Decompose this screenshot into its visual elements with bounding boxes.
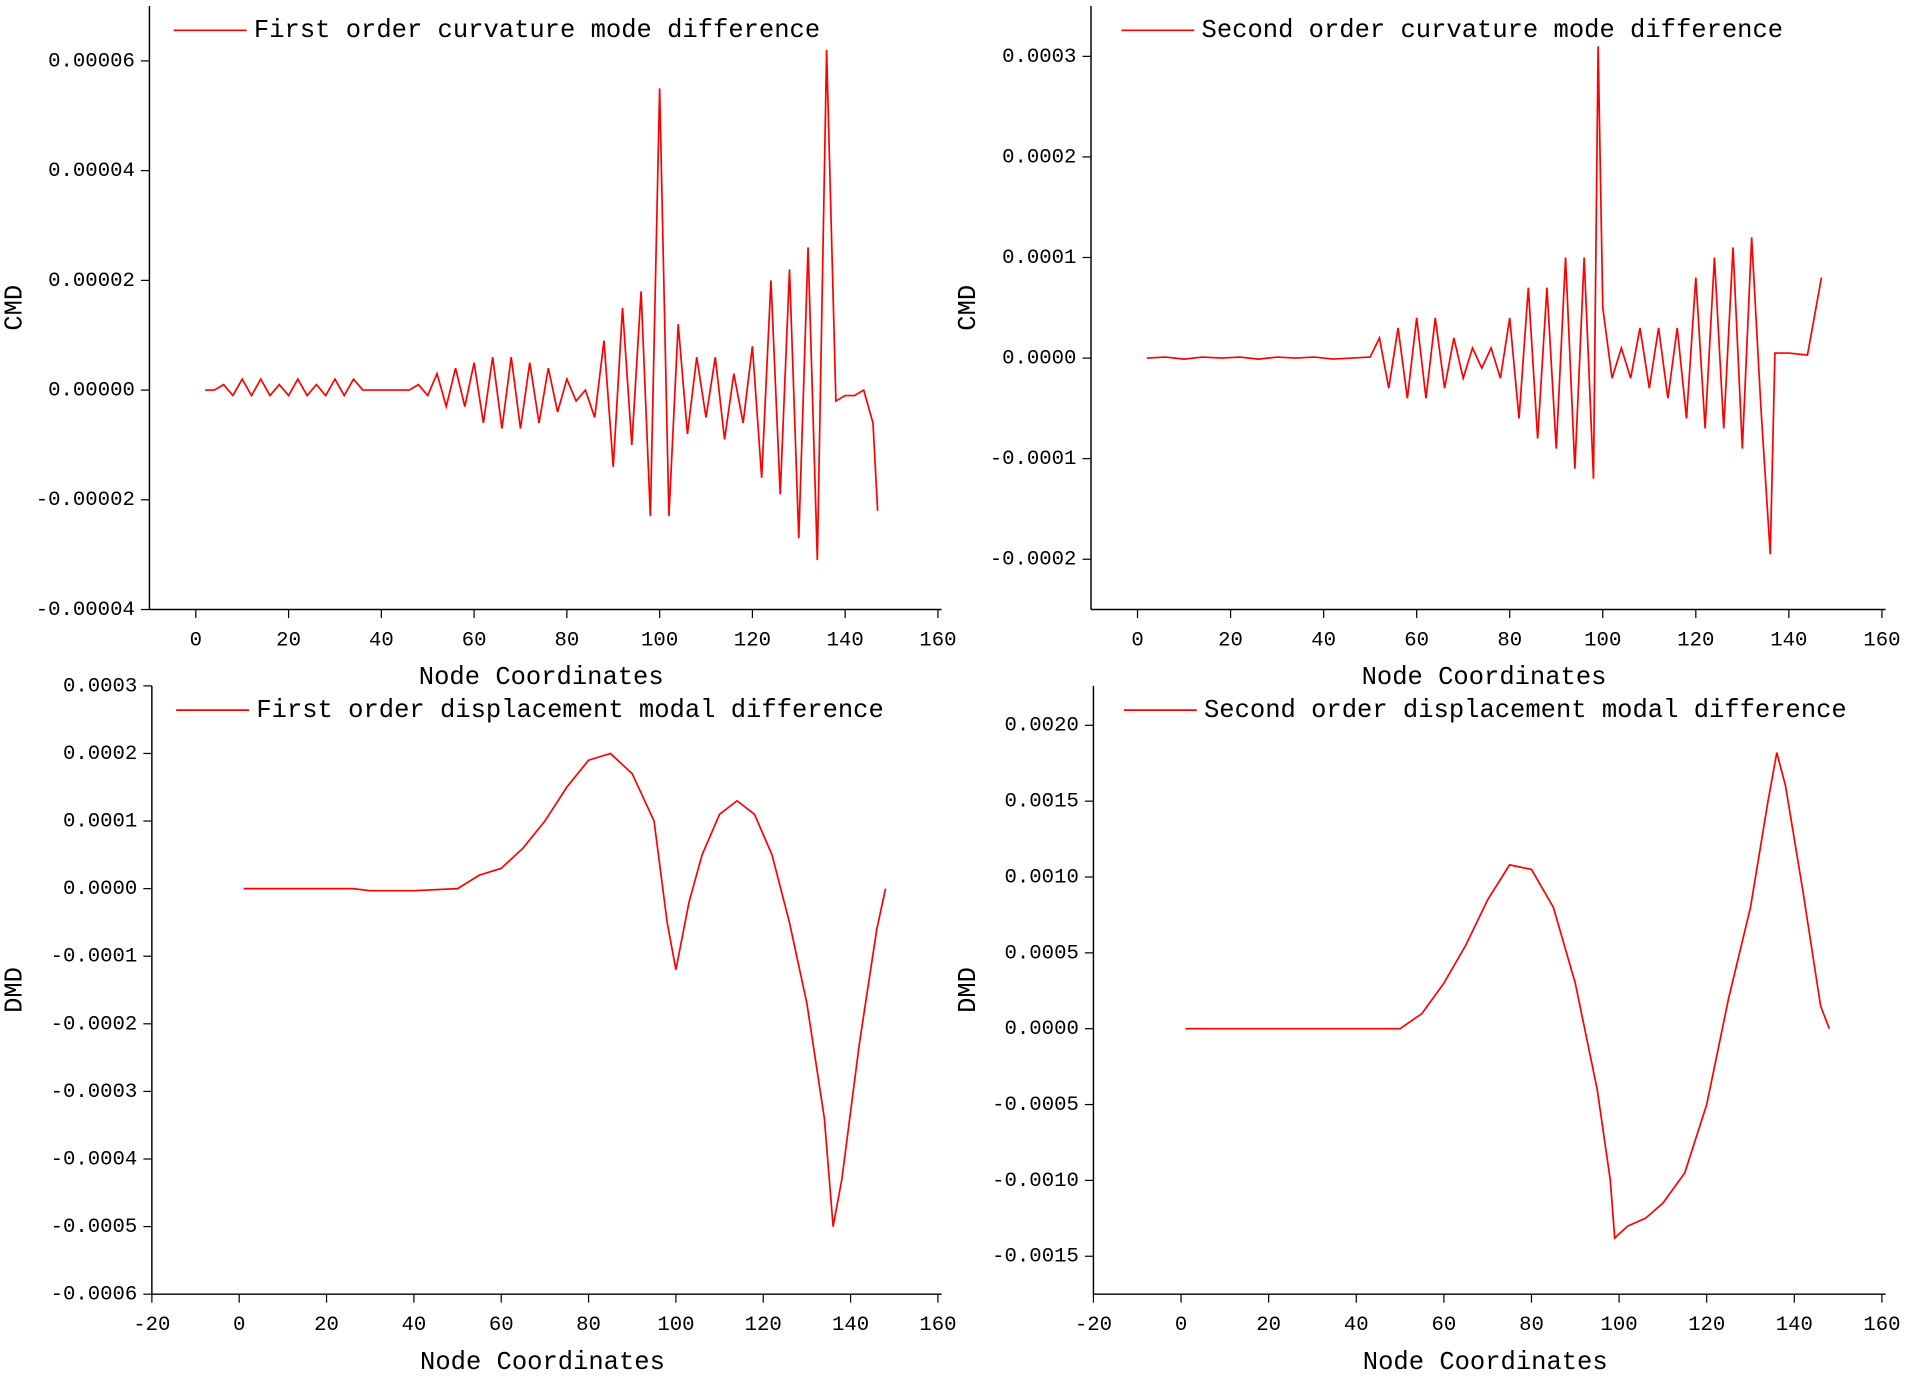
- x-tick-label: 120: [1677, 629, 1714, 652]
- data-line: [205, 49, 879, 561]
- x-tick-label: -20: [133, 1314, 170, 1337]
- x-axis-title: Node Coordinates: [420, 1348, 665, 1377]
- x-tick-label: 120: [745, 1314, 782, 1337]
- legend-label: Second order displacement modal differen…: [1204, 696, 1847, 725]
- x-axis-title: Node Coordinates: [1363, 1348, 1608, 1377]
- y-tick-label: 0.0000: [1005, 1018, 1079, 1041]
- x-tick-label: 60: [489, 1314, 514, 1337]
- x-tick-label: 40: [1344, 1314, 1369, 1337]
- x-tick-label: 140: [832, 1314, 869, 1337]
- legend-label: First order displacement modal differenc…: [256, 696, 883, 725]
- x-tick-label: 140: [1776, 1314, 1813, 1337]
- y-tick-label: -0.00002: [36, 489, 135, 512]
- legend-label: First order curvature mode difference: [254, 16, 820, 45]
- chart: -0.0002 -0.0001 0.0000 0.0001 0.0002 0.0003 0 2…: [954, 6, 1900, 692]
- y-tick-label: -0.0015: [992, 1246, 1079, 1269]
- x-tick-label: 100: [657, 1314, 694, 1337]
- y-tick-label: 0.00006: [48, 50, 135, 73]
- y-tick-label: 0.0010: [1005, 866, 1079, 889]
- y-tick-label: -0.00004: [36, 599, 135, 622]
- data-line: [1185, 752, 1831, 1240]
- y-axis-title: CMD: [0, 285, 29, 331]
- y-tick-label: 0.0002: [1002, 146, 1076, 169]
- x-tick-label: 60: [1404, 629, 1429, 652]
- x-axis-title: Node Coordinates: [419, 663, 664, 692]
- y-tick-label: -0.0005: [51, 1216, 138, 1239]
- x-tick-label: 0: [190, 629, 202, 652]
- x-tick-label: 60: [1431, 1314, 1456, 1337]
- x-tick-label: 160: [919, 1314, 956, 1337]
- x-tick-label: 80: [576, 1314, 601, 1337]
- x-tick-label: 20: [276, 629, 301, 652]
- y-tick-label: 0.00000: [48, 380, 135, 403]
- y-tick-label: -0.0001: [51, 946, 138, 969]
- x-tick-label: 140: [1770, 629, 1807, 652]
- y-tick-label: 0.0003: [1002, 46, 1076, 69]
- x-tick-label: 140: [827, 629, 864, 652]
- x-tick-label: 120: [1688, 1314, 1725, 1337]
- legend-label: Second order curvature mode difference: [1202, 16, 1784, 45]
- x-tick-label: 120: [734, 629, 771, 652]
- x-tick-label: 100: [1584, 629, 1621, 652]
- x-tick-label: 0: [233, 1314, 245, 1337]
- data-line: [243, 752, 887, 1227]
- x-tick-label: -20: [1075, 1314, 1112, 1337]
- y-tick-label: -0.0002: [990, 549, 1077, 572]
- data-line: [1146, 46, 1823, 555]
- y-tick-label: 0.0020: [1005, 715, 1079, 738]
- x-tick-label: 80: [1519, 1314, 1544, 1337]
- x-tick-label: 0: [1131, 629, 1143, 652]
- y-tick-label: 0.0000: [1002, 348, 1076, 371]
- x-tick-label: 80: [1497, 629, 1522, 652]
- y-tick-label: 0.0015: [1005, 791, 1079, 814]
- y-tick-label: 0.0000: [63, 878, 137, 901]
- y-axis-title: DMD: [0, 967, 29, 1013]
- x-tick-label: 160: [919, 629, 956, 652]
- x-tick-label: 60: [462, 629, 487, 652]
- y-axis-title: CMD: [954, 285, 983, 331]
- x-tick-label: 40: [1311, 629, 1336, 652]
- y-tick-label: -0.0004: [51, 1148, 138, 1171]
- y-tick-label: -0.0001: [990, 448, 1077, 471]
- x-tick-label: 40: [369, 629, 394, 652]
- x-tick-label: 100: [1601, 1314, 1638, 1337]
- chart: -0.0015 -0.0010 -0.0005 0.0000 0.0005 0.0010 0…: [954, 685, 1900, 1377]
- y-tick-label: -0.0010: [992, 1170, 1079, 1193]
- chart: -0.00004 -0.00002 0.00000 0.00002 0.00004 0.0…: [0, 6, 956, 692]
- y-tick-label: 0.0001: [1002, 247, 1076, 270]
- chart: -0.0006 -0.0005 -0.0004 -0.0003 -0.0002 -0.00…: [0, 675, 956, 1376]
- y-tick-label: -0.0005: [992, 1094, 1079, 1117]
- x-tick-label: 20: [1218, 629, 1243, 652]
- x-tick-label: 160: [1863, 1314, 1900, 1337]
- y-tick-label: -0.0006: [51, 1284, 138, 1307]
- y-tick-label: 0.00002: [48, 270, 135, 293]
- y-tick-label: -0.0003: [51, 1081, 138, 1104]
- y-axis-title: DMD: [954, 967, 983, 1013]
- x-tick-label: 40: [401, 1314, 426, 1337]
- x-axis-title: Node Coordinates: [1362, 663, 1607, 692]
- x-tick-label: 20: [314, 1314, 339, 1337]
- y-tick-label: 0.0003: [63, 675, 137, 698]
- x-tick-label: 0: [1175, 1314, 1187, 1337]
- y-tick-label: 0.00004: [48, 160, 135, 183]
- y-tick-label: 0.0005: [1005, 942, 1079, 965]
- x-tick-label: 100: [641, 629, 678, 652]
- y-tick-label: 0.0002: [63, 743, 137, 766]
- y-tick-label: -0.0002: [51, 1013, 138, 1036]
- y-tick-label: 0.0001: [63, 811, 137, 834]
- x-tick-label: 20: [1256, 1314, 1281, 1337]
- x-tick-label: 160: [1863, 629, 1900, 652]
- x-tick-label: 80: [554, 629, 579, 652]
